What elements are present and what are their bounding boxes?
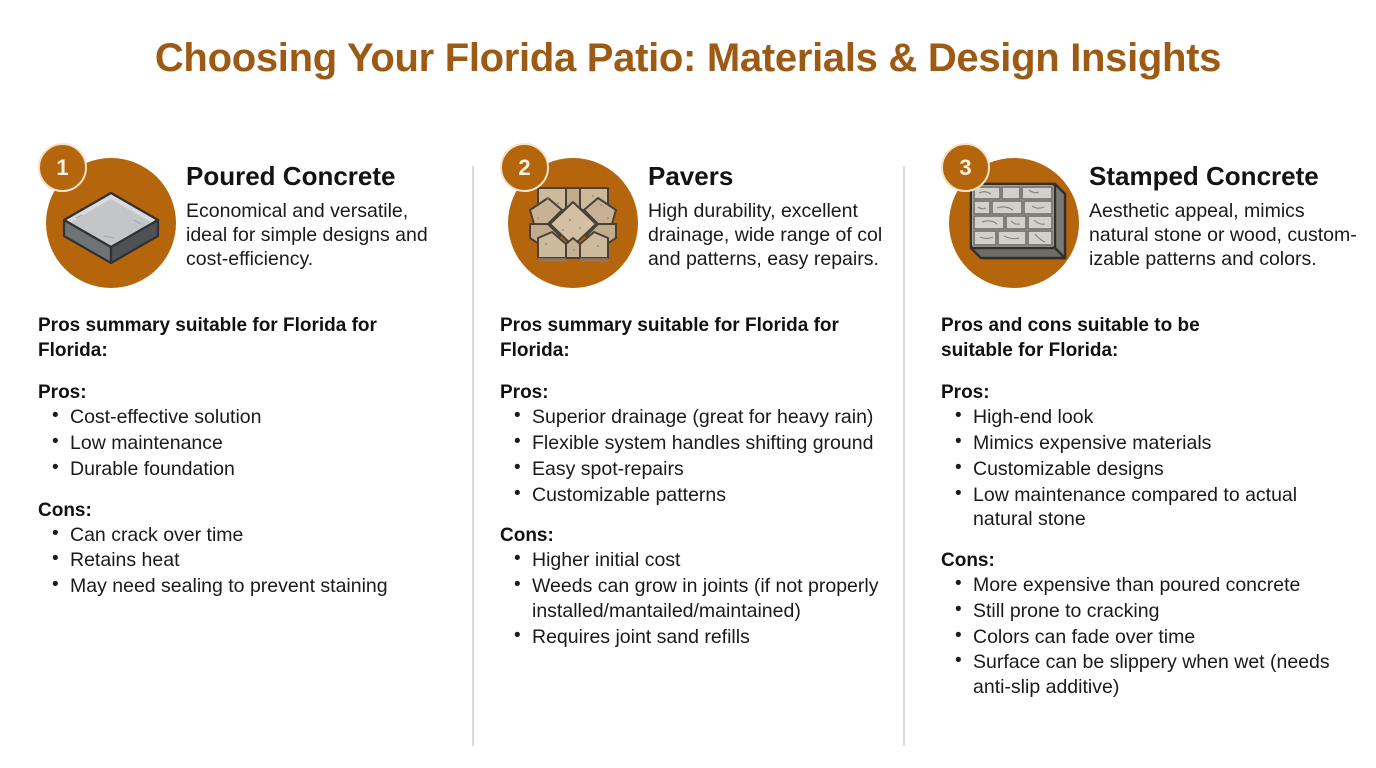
icon-wrap: 3 bbox=[941, 140, 1089, 288]
list-item: Superior drainage (great for heavy rain) bbox=[500, 404, 892, 430]
list-item: Surface can be slippery when wet (needs … bbox=[941, 649, 1341, 700]
pros-label: Pros: bbox=[941, 382, 990, 404]
column-divider-1 bbox=[472, 166, 474, 746]
pros-label: Pros: bbox=[38, 382, 87, 404]
summary-heading: Pros and cons suitable to be suitable fo… bbox=[941, 315, 1200, 361]
list-item: Can crack over time bbox=[38, 522, 398, 548]
list-item: Customizable patterns bbox=[500, 482, 892, 508]
cons-block: Cons: Can crack over time Retains heat M… bbox=[38, 500, 456, 599]
list-item: Low maintenance compared to actual natur… bbox=[941, 482, 1341, 533]
card-title: Poured Concrete bbox=[186, 161, 396, 191]
summary-heading: Pros summary suitable for Florida for Fl… bbox=[38, 315, 377, 361]
list-item: Mimics expensive materials bbox=[941, 430, 1341, 456]
step-number-badge: 3 bbox=[941, 143, 990, 192]
cons-label: Cons: bbox=[38, 499, 92, 521]
card-header: 3 Stamped Concrete Aesthetic appeal, mim… bbox=[941, 140, 1360, 290]
cons-block: Cons: More expensive than poured concret… bbox=[941, 550, 1360, 700]
card-description: High durability, excellent drainage, wid… bbox=[648, 199, 883, 271]
list-item: Weeds can grow in joints (if not properl… bbox=[500, 573, 892, 624]
material-card-poured-concrete: 1 Poured Concrete Economical and versati… bbox=[0, 140, 472, 760]
card-header-text: Poured Concrete Economical and versatile… bbox=[186, 140, 454, 271]
pros-list: Cost-effective solution Low maintenance … bbox=[38, 404, 456, 482]
pros-list: High-end look Mimics expensive materials… bbox=[941, 404, 1360, 533]
card-title: Pavers bbox=[648, 161, 734, 191]
pros-list: Superior drainage (great for heavy rain)… bbox=[500, 404, 892, 508]
interlocking-pavers-icon bbox=[508, 158, 638, 288]
cons-list: Higher initial cost Weeds can grow in jo… bbox=[500, 547, 892, 650]
card-description: Economical and versatile, ideal for simp… bbox=[186, 199, 428, 271]
card-body: Pros summary suitable for Florida for Fl… bbox=[38, 314, 456, 599]
page-title: Choosing Your Florida Patio: Materials &… bbox=[154, 36, 1222, 80]
card-header: 1 Poured Concrete Economical and versati… bbox=[38, 140, 456, 290]
material-columns: 1 Poured Concrete Economical and versati… bbox=[0, 140, 1376, 760]
pros-block: Pros: Cost-effective solution Low mainte… bbox=[38, 382, 456, 481]
cons-label: Cons: bbox=[500, 525, 554, 547]
list-item: More expensive than poured concrete bbox=[941, 572, 1341, 598]
step-number-badge: 2 bbox=[500, 143, 549, 192]
cons-block: Cons: Higher initial cost Weeds can grow… bbox=[500, 525, 889, 649]
card-body: Pros and cons suitable to be suitable fo… bbox=[941, 314, 1360, 700]
cons-list: More expensive than poured concrete Stil… bbox=[941, 572, 1360, 700]
list-item: Customizable designs bbox=[941, 456, 1341, 482]
poured-concrete-slab-icon bbox=[46, 158, 176, 288]
list-item: May need sealing to prevent staining bbox=[38, 573, 398, 599]
list-item: Durable foundation bbox=[38, 456, 398, 482]
list-item: High-end look bbox=[941, 404, 1341, 430]
pros-block: Pros: Superior drainage (great for heavy… bbox=[500, 382, 889, 507]
card-header: 2 Pavers High durability, excellent drai… bbox=[500, 140, 889, 290]
cons-label: Cons: bbox=[941, 550, 995, 572]
list-item: Retains heat bbox=[38, 547, 398, 573]
card-description: Aesthetic appeal, mimics natural stone o… bbox=[1089, 199, 1357, 271]
list-item: Colors can fade over time bbox=[941, 624, 1341, 650]
list-item: Higher initial cost bbox=[500, 547, 892, 573]
pros-label: Pros: bbox=[500, 382, 549, 404]
material-card-pavers: 2 Pavers High durability, excellent drai… bbox=[472, 140, 903, 760]
column-divider-2 bbox=[903, 166, 905, 746]
cons-list: Can crack over time Retains heat May nee… bbox=[38, 522, 456, 599]
card-header-text: Pavers High durability, excellent draina… bbox=[648, 140, 889, 271]
list-item: Easy spot-repairs bbox=[500, 456, 892, 482]
list-item: Requires joint sand refills bbox=[500, 624, 892, 650]
stamped-stone-pattern-icon bbox=[949, 158, 1079, 288]
card-body: Pros summary suitable for Florida for Fl… bbox=[500, 314, 889, 649]
summary-heading: Pros summary suitable for Florida for Fl… bbox=[500, 315, 839, 361]
pros-block: Pros: High-end look Mimics expensive mat… bbox=[941, 382, 1360, 532]
step-number-badge: 1 bbox=[38, 143, 87, 192]
card-title: Stamped Concrete bbox=[1089, 161, 1319, 191]
card-header-text: Stamped Concrete Aesthetic appeal, mimic… bbox=[1089, 140, 1360, 271]
list-item: Cost-effective solution bbox=[38, 404, 398, 430]
icon-wrap: 2 bbox=[500, 140, 648, 288]
list-item: Flexible system handles shifting ground bbox=[500, 430, 892, 456]
icon-wrap: 1 bbox=[38, 140, 186, 288]
list-item: Low maintenance bbox=[38, 430, 398, 456]
list-item: Still prone to cracking bbox=[941, 598, 1341, 624]
material-card-stamped-concrete: 3 Stamped Concrete Aesthetic appeal, mim… bbox=[903, 140, 1376, 760]
